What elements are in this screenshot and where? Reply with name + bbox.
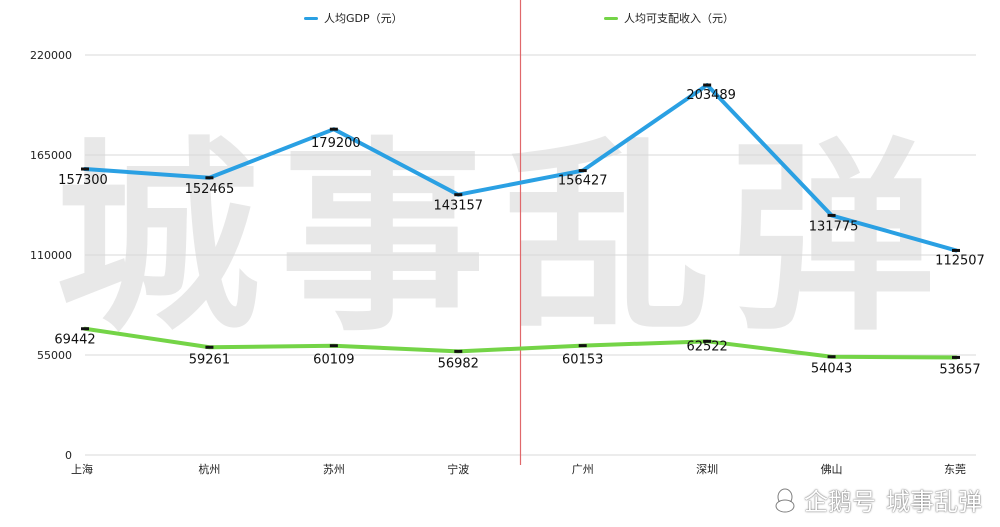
data-point: [578, 169, 587, 173]
data-label: 59261: [189, 352, 230, 367]
data-label: 179200: [311, 136, 361, 151]
x-tick-label: 佛山: [821, 463, 843, 476]
series-line: [83, 83, 958, 253]
y-tick-label: 55000: [37, 349, 72, 362]
x-tick-label: 杭州: [198, 462, 220, 476]
data-point: [952, 248, 960, 252]
legend-gdp: 人均GDP（元）: [304, 10, 403, 26]
data-label: 112507: [935, 253, 985, 268]
x-tick-label: 上海: [71, 462, 93, 476]
data-labels: 157300 152465 179200 143157 156427 203489 1317…: [54, 88, 985, 377]
data-point: [454, 193, 463, 197]
data-label: 152465: [185, 182, 235, 197]
legend-gdp-label: 人均GDP（元）: [324, 12, 403, 25]
grid-lines: [85, 54, 976, 456]
y-tick-label: 0: [65, 449, 72, 462]
data-label: 60109: [313, 353, 354, 368]
footer-name: 城事乱弹: [886, 488, 982, 516]
background-watermark: 城事乱弹: [55, 121, 955, 359]
data-label: 203489: [686, 88, 736, 103]
data-point: [81, 167, 89, 171]
data-point: [827, 213, 836, 217]
data-point: [205, 176, 214, 180]
data-label: 156427: [558, 174, 608, 189]
data-point: [329, 344, 338, 348]
data-point: [329, 127, 338, 131]
x-tick-label: 宁波: [447, 462, 469, 476]
legend-gdp-swatch: [304, 16, 318, 20]
x-axis-ticks: 上海 杭州 苏州 宁波 广州 深圳 佛山 东莞: [71, 462, 966, 476]
legend-income: 人均可支配收入（元）: [604, 10, 734, 26]
data-label: 157300: [58, 173, 108, 188]
penguin-icon: [775, 488, 795, 512]
data-point: [205, 345, 214, 349]
data-point: [454, 349, 463, 353]
data-label: 53657: [939, 362, 980, 377]
data-point: [703, 339, 712, 343]
footer-watermark: 企鹅号 城事乱弹: [774, 482, 982, 517]
y-axis-ticks: 0 55000 110000 165000 220000: [30, 49, 72, 462]
x-tick-label: 东莞: [944, 463, 966, 476]
data-label: 143157: [433, 199, 483, 214]
data-label: 131775: [809, 219, 859, 234]
data-label: 69442: [54, 333, 95, 348]
data-label: 60153: [562, 353, 603, 368]
y-tick-label: 220000: [30, 49, 72, 62]
series-lines: [81, 83, 960, 360]
series-line: [83, 326, 958, 360]
data-point: [827, 355, 836, 359]
footer-brand: 企鹅号: [804, 488, 876, 516]
data-point: [578, 344, 587, 348]
y-tick-label: 165000: [30, 149, 72, 162]
x-tick-label: 苏州: [323, 463, 345, 476]
y-tick-label: 110000: [30, 249, 72, 262]
x-tick-label: 广州: [572, 463, 594, 476]
data-label: 62522: [686, 339, 727, 354]
data-label: 56982: [438, 356, 479, 371]
legend-income-label: 人均可支配收入（元）: [624, 12, 734, 25]
x-tick-label: 深圳: [696, 463, 718, 476]
data-point: [81, 327, 89, 331]
data-point: [703, 83, 712, 87]
legend-income-swatch: [604, 16, 618, 20]
data-point: [952, 355, 960, 359]
data-label: 54043: [811, 362, 852, 377]
